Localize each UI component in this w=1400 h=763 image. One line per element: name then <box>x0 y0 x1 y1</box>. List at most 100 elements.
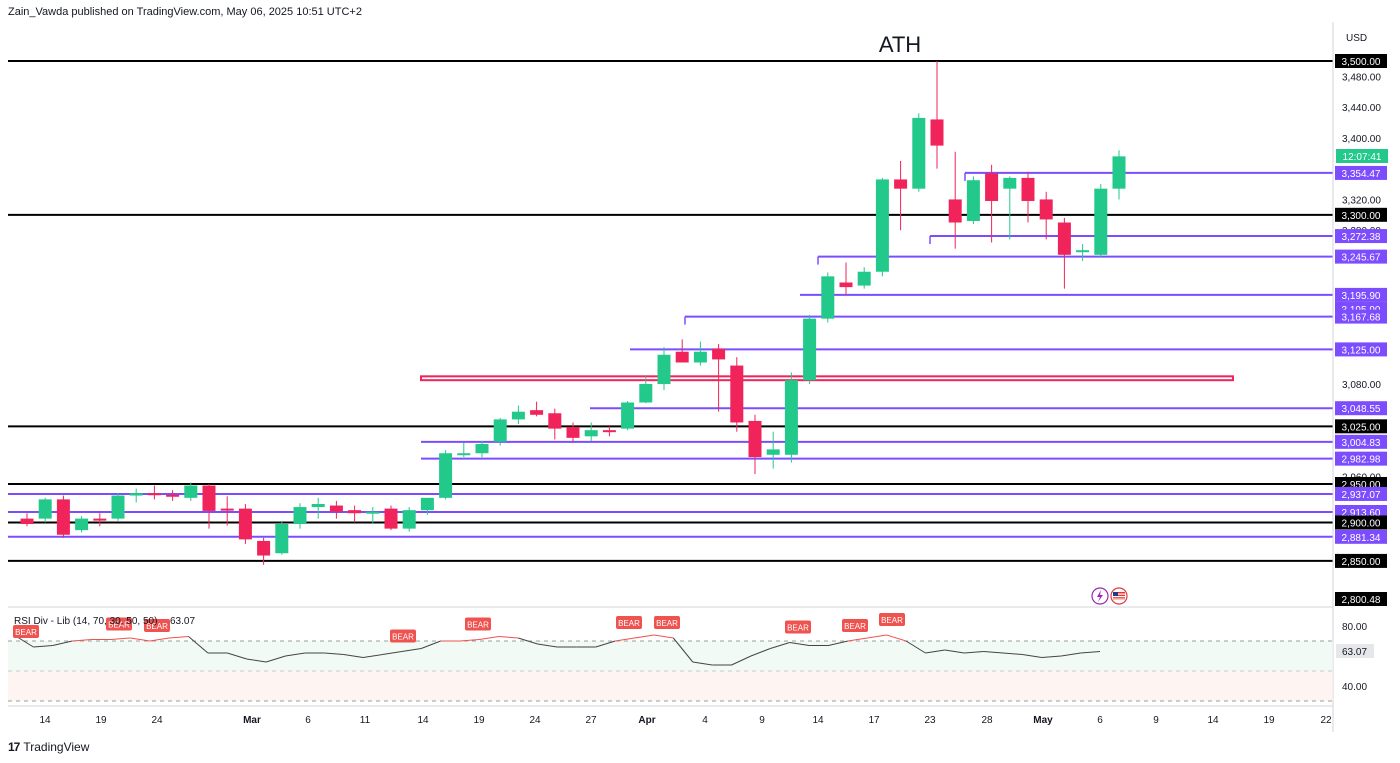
candle-body <box>420 497 434 511</box>
candle <box>493 417 507 446</box>
time-tick-label: 23 <box>924 715 936 726</box>
price-pane: ATH <box>8 22 1333 607</box>
candle <box>930 61 944 169</box>
rsi-level-lines <box>8 640 1333 702</box>
level-tags: 3,500.00 3,354.47 3,300.00 3,272.38 3,245.67… <box>1335 54 1387 606</box>
rsi-segment <box>362 654 383 658</box>
ath-annotation: ATH <box>879 32 921 57</box>
candle-body <box>566 427 580 438</box>
rsi-segment <box>731 655 752 666</box>
time-tick-label: 19 <box>95 715 107 726</box>
level-tag <box>1335 287 1387 302</box>
price-tick-label: 3,400.00 <box>1342 134 1381 145</box>
rsi-segment <box>130 637 150 642</box>
candle-body <box>93 518 107 521</box>
rsi-last-value-tag: 63.07 <box>1336 644 1374 658</box>
candle-body <box>894 179 908 189</box>
bear-label: BEAR <box>844 622 866 631</box>
rsi-segment <box>1002 652 1023 655</box>
level-tag <box>1335 529 1387 544</box>
rsi-segment <box>421 640 441 649</box>
candle <box>275 520 289 555</box>
time-tick-label: 4 <box>702 715 708 726</box>
candle <box>821 272 835 323</box>
rsi-segment <box>905 640 926 654</box>
rsi-segment <box>498 636 519 639</box>
time-tick-label: Mar <box>243 715 261 726</box>
publisher-line: Zain_Vawda published on TradingView.com,… <box>8 6 362 18</box>
candle-body <box>548 413 562 429</box>
candle-body <box>657 354 671 385</box>
candle <box>202 484 216 529</box>
candle-body <box>948 199 962 223</box>
candle-body <box>275 523 289 554</box>
rsi-tick-label: 80.00 <box>1342 622 1367 633</box>
level-tag <box>1335 553 1387 568</box>
level-tag <box>1335 592 1387 606</box>
candle <box>475 440 489 458</box>
candle <box>621 400 635 431</box>
candle <box>238 504 252 544</box>
candle <box>111 493 125 521</box>
resistance-zone <box>420 375 1234 382</box>
level-tag-label: 2,913.60 <box>1342 508 1381 519</box>
candle-body <box>166 494 180 497</box>
time-tick-label: 17 <box>868 715 880 726</box>
level-tag-label: 3,272.38 <box>1342 232 1381 243</box>
bear-label: BEAR <box>787 624 809 633</box>
candle-body <box>38 499 52 519</box>
candle <box>257 537 271 565</box>
candle-body <box>311 504 325 508</box>
candle-body <box>111 495 125 519</box>
candle <box>220 496 234 526</box>
rsi-segment <box>595 640 616 648</box>
candle <box>894 160 908 231</box>
level-tag <box>1335 486 1387 501</box>
time-tick-label: 19 <box>473 715 485 726</box>
rsi-segment <box>188 636 209 654</box>
tradingview-logo-icon: 17 <box>8 740 20 754</box>
candle <box>293 503 307 529</box>
level-tag-label: 2,950.00 <box>1342 480 1381 491</box>
candle-body <box>402 510 416 529</box>
bear-label-bg <box>879 613 905 626</box>
price-tick-label: 3,080.00 <box>1342 380 1381 391</box>
candle <box>530 401 544 417</box>
level-tag <box>1335 229 1387 244</box>
candle-body <box>1039 199 1053 220</box>
rsi-segment <box>110 637 131 640</box>
time-tick-label: 24 <box>151 715 163 726</box>
level-tag-label: 3,025.00 <box>1342 422 1381 433</box>
candle <box>439 450 453 500</box>
rsi-segment <box>847 637 868 642</box>
bear-label: BEAR <box>467 621 489 630</box>
rsi-segment <box>479 636 499 640</box>
level-tag-label: 3,167.68 <box>1342 313 1381 324</box>
time-tick-label: Apr <box>638 715 655 726</box>
rsi-tick-label: 40.00 <box>1342 682 1367 693</box>
price-axis: USD 3,480.003,440.003,400.003,320.003,28… <box>1332 22 1388 732</box>
candle <box>1003 176 1017 240</box>
rsi-segment <box>653 634 674 639</box>
candle <box>75 516 89 533</box>
level-tag-label: 3,004.83 <box>1342 438 1381 449</box>
rsi-segment <box>246 658 267 663</box>
rsi-segment <box>1080 651 1101 654</box>
lightning-glyph <box>1097 590 1103 602</box>
price-plot-area <box>8 22 1333 607</box>
rsi-segment <box>1022 654 1042 658</box>
rsi-segment <box>770 642 790 649</box>
candle <box>675 339 689 363</box>
rsi-title: RSI Div - Lib (14, 70, 30, 50, 50) <box>14 616 157 627</box>
level-tag-label: 3,245.67 <box>1342 253 1381 264</box>
zone-layer <box>420 375 1234 382</box>
candle-body <box>293 507 307 524</box>
candle <box>384 505 398 531</box>
candle <box>1057 217 1071 289</box>
rsi-segment <box>983 651 1004 654</box>
candle-body <box>129 493 143 496</box>
candle-body <box>348 510 362 514</box>
rsi-segment <box>149 637 170 642</box>
rsi-segment <box>343 654 364 658</box>
